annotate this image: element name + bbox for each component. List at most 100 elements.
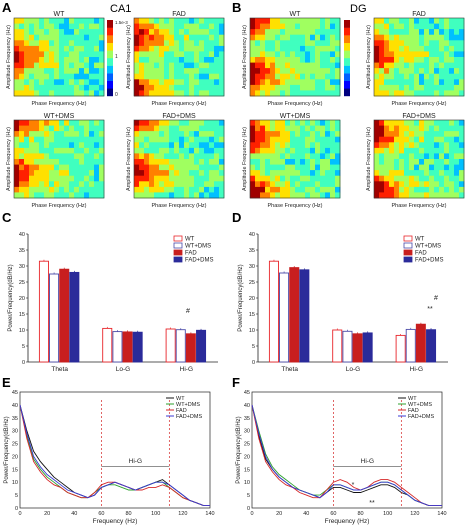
heatmap-ca1-wt-cell bbox=[79, 84, 85, 91]
heatmap-ca1-faddms-cell bbox=[209, 142, 215, 149]
heatmap-dg-fad-cell bbox=[444, 57, 450, 63]
heatmap-ca1-wtdms-cell bbox=[94, 147, 100, 154]
heatmap-ca1-wt-cell bbox=[74, 84, 80, 91]
colorbar-top-label: 1.5e-3 bbox=[115, 20, 128, 25]
heatmap-ca1-wt-cell bbox=[94, 23, 100, 30]
heatmap-dg-fad-cell bbox=[439, 90, 445, 97]
heatmap-ca1-wt-cell bbox=[79, 23, 85, 30]
heatmap-dg-wt-cell bbox=[330, 90, 336, 97]
heatmap-dg-wtdms-cell bbox=[290, 159, 296, 165]
heatmap-ca1-wtdms-cell bbox=[74, 120, 80, 126]
heatmap-ca1-wtdms-cell bbox=[64, 181, 70, 188]
bar-d-ytick-label: 20 bbox=[249, 296, 255, 302]
heatmap-dg-wtdms-cell bbox=[250, 170, 256, 177]
bar-d-bar bbox=[299, 269, 310, 363]
heatmap-ca1-faddms-cell bbox=[159, 136, 165, 143]
heatmap-ca1-wtdms-cell bbox=[34, 125, 40, 132]
heatmap-ca1-wt-cell bbox=[79, 68, 85, 75]
heatmap-dg-faddms-cell bbox=[384, 159, 390, 165]
heatmap-dg-faddms-cell bbox=[429, 147, 435, 154]
heatmap-ca1-faddms-cell bbox=[209, 153, 215, 160]
heatmap-dg-faddms-cell bbox=[379, 181, 385, 188]
heatmap-ca1-faddms-cell bbox=[139, 175, 145, 182]
heatmap-ca1-wtdms-cell bbox=[29, 192, 35, 199]
heatmap-ca1-fad-cell bbox=[154, 68, 160, 75]
heatmap-ca1-wtdms-cell bbox=[44, 142, 50, 149]
heatmap-dg-wtdms-cell bbox=[270, 164, 276, 171]
line-f-xtick-label: 100 bbox=[383, 511, 392, 517]
heatmap-dg-fad-cell bbox=[429, 73, 435, 80]
bar-c-ytick-label: 10 bbox=[19, 328, 25, 334]
heatmap-dg-wt-cell bbox=[290, 73, 296, 80]
heatmap-dg-faddms-cell bbox=[414, 136, 420, 143]
heatmap-ca1-wt-ylabel: Amplitude Frequency (Hz) bbox=[6, 25, 12, 89]
heatmap-dg-wt-cell bbox=[290, 68, 296, 75]
heatmap-ca1-wtdms-cell bbox=[94, 170, 100, 177]
heatmap-ca1-faddms-cell bbox=[174, 125, 180, 132]
heatmap-ca1-wtdms-cell bbox=[94, 125, 100, 132]
heatmap-dg-faddms-cell bbox=[379, 175, 385, 182]
heatmap-ca1-faddms-cell bbox=[189, 170, 195, 177]
line-f-xtick-label: 140 bbox=[437, 511, 446, 517]
heatmap-ca1-wt-cell bbox=[59, 45, 65, 52]
heatmap-dg-fad-cell bbox=[434, 29, 440, 36]
heatmap-ca1-fad-cell bbox=[174, 51, 180, 58]
heatmap-ca1-fad-cell bbox=[219, 29, 225, 36]
heatmap-ca1-fad-cell bbox=[204, 68, 210, 75]
heatmap-dg-fad-cell bbox=[434, 79, 440, 86]
heatmap-dg-faddms-cell bbox=[424, 131, 430, 138]
heatmap-dg-faddms-cell bbox=[414, 120, 420, 126]
heatmap-dg-fad-cell bbox=[449, 57, 455, 63]
heatmap-ca1-wtdms-cell bbox=[79, 170, 85, 177]
heatmap-dg-faddms-cell bbox=[454, 136, 460, 143]
heatmap-ca1-wtdms-cell bbox=[24, 120, 30, 126]
heatmap-dg-wt-cell bbox=[255, 45, 261, 52]
heatmap-dg-wt-cell bbox=[330, 51, 336, 58]
bar-c-ytick-label: 20 bbox=[19, 296, 25, 302]
heatmap-ca1-faddms-cell bbox=[139, 186, 145, 193]
heatmap-dg-wt-cell bbox=[265, 79, 271, 86]
heatmap-dg-fad-xlabel: Phase Frequency (Hz) bbox=[391, 101, 446, 107]
heatmap-ca1-wtdms-cell bbox=[69, 192, 75, 199]
heatmap-dg-faddms-cell bbox=[439, 131, 445, 138]
heatmap-dg-wt-cell bbox=[325, 29, 331, 36]
heatmap-ca1-wtdms-cell bbox=[99, 142, 105, 149]
heatmap-dg-wt-cell bbox=[315, 45, 321, 52]
heatmap-dg-wt-cell bbox=[260, 90, 266, 97]
heatmap-ca1-wtdms-cell bbox=[79, 186, 85, 193]
heatmap-ca1-wt-cell bbox=[14, 51, 20, 58]
heatmap-ca1-faddms-cell bbox=[149, 181, 155, 188]
heatmap-ca1-faddms-cell bbox=[134, 181, 140, 188]
bar-d-bar bbox=[405, 328, 416, 363]
heatmap-ca1-fad-cell bbox=[169, 51, 175, 58]
heatmap-dg-faddms-cell bbox=[419, 131, 425, 138]
heatmap-dg-fad-cell bbox=[459, 29, 465, 36]
heatmap-ca1-wt-cell bbox=[74, 68, 80, 75]
heatmap-dg-faddms-cell bbox=[414, 181, 420, 188]
heatmap-ca1-wt-cell bbox=[54, 84, 60, 91]
heatmap-dg-wtdms-cell bbox=[335, 164, 341, 171]
heatmap-ca1-faddms-cell bbox=[134, 192, 140, 199]
heatmap-ca1-faddms-cell bbox=[189, 186, 195, 193]
heatmap-dg-faddms-cell bbox=[399, 159, 405, 165]
heatmap-ca1-faddms-cell bbox=[164, 192, 170, 199]
heatmap-ca1-wt-cell bbox=[39, 51, 45, 58]
heatmap-ca1-fad-cell bbox=[159, 29, 165, 36]
heatmap-dg-wt-xlabel: Phase Frequency (Hz) bbox=[267, 101, 322, 107]
heatmap-dg-wtdms-cell bbox=[260, 120, 266, 126]
heatmap-dg-faddms-cell bbox=[444, 147, 450, 154]
bar-c-ytick-label: 5 bbox=[22, 344, 25, 350]
heatmap-ca1-fad-cell bbox=[149, 84, 155, 91]
heatmap-dg-wtdms-cell bbox=[330, 136, 336, 143]
heatmap-ca1-wtdms-cell bbox=[84, 147, 90, 154]
heatmap-dg-wtdms-cell bbox=[285, 153, 291, 160]
heatmap-dg-wtdms-cell bbox=[280, 192, 286, 199]
heatmap-dg-faddms-cell bbox=[429, 125, 435, 132]
heatmap-dg-wtdms-cell bbox=[270, 170, 276, 177]
heatmap-dg-fad-cell bbox=[459, 79, 465, 86]
heatmap-ca1-wtdms-cell bbox=[69, 159, 75, 165]
heatmap-ca1-faddms-cell bbox=[174, 192, 180, 199]
heatmap-dg-fad-cell bbox=[374, 51, 380, 58]
heatmap-ca1-wt-cell bbox=[64, 79, 70, 86]
